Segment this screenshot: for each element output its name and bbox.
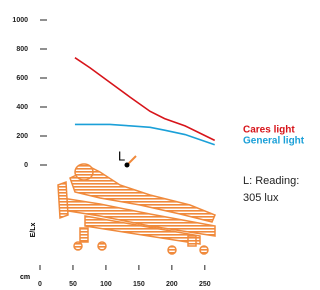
y-tick-label: 400 (16, 104, 28, 111)
legend-entry: Cares light (243, 125, 295, 136)
note: 305 lux (243, 192, 279, 204)
y-tick-label: 0 (24, 162, 28, 169)
y-tick-label: 200 (16, 133, 28, 140)
x-tick-label: 50 (69, 281, 77, 288)
legend-entry: General light (243, 136, 305, 147)
y-tick-label: 800 (16, 46, 28, 53)
line-series (75, 124, 215, 144)
y-tick-label: 600 (16, 75, 28, 82)
point-label: L (118, 148, 125, 163)
reading-point (125, 163, 130, 168)
x-tick-label: 250 (199, 281, 211, 288)
note: L: Reading: (243, 175, 299, 187)
chart: L L: Reading: 305 lux E/Lx cm 0 200 400 600… (0, 0, 317, 290)
x-tick-label: 100 (100, 281, 112, 288)
x-tick-label: 200 (166, 281, 178, 288)
x-tick-label: 150 (133, 281, 145, 288)
line-series (75, 58, 215, 141)
x-tick-label: 0 (38, 281, 42, 288)
bed-illustration (58, 156, 215, 254)
y-axis-label: E/Lx (30, 223, 37, 238)
x-axis-label: cm (20, 274, 30, 281)
y-tick-label: 1000 (12, 17, 28, 24)
